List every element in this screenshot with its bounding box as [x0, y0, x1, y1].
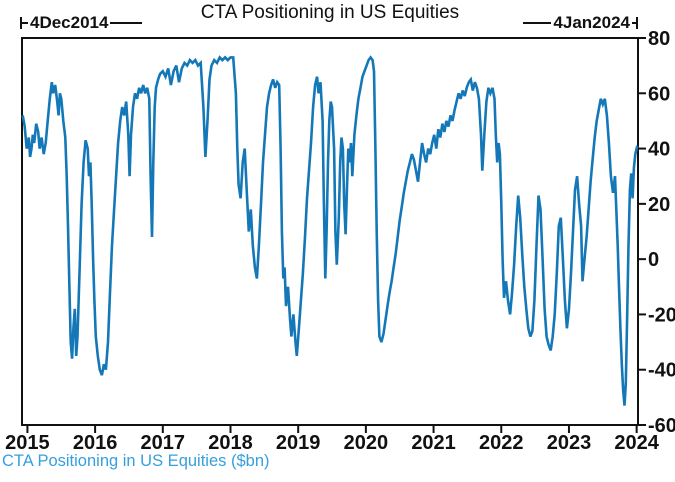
- range-start-annotation: 4Dec2014: [20, 13, 143, 32]
- x-axis-tick-label: 2019: [276, 432, 321, 454]
- y-axis-tick-label: 60: [648, 83, 670, 105]
- x-axis-tick-label: 2024: [614, 432, 659, 454]
- plot-frame: [21, 37, 639, 426]
- y-axis-tick-label: 80: [648, 28, 670, 50]
- range-start-label: 4Dec2014: [30, 13, 109, 32]
- range-start-line-tail: [110, 22, 143, 24]
- range-end-line: [523, 22, 552, 24]
- x-axis-tick-label: 2022: [479, 432, 524, 454]
- y-axis-tick-label: 40: [648, 139, 670, 161]
- y-axis-tick-label: 0: [648, 249, 659, 271]
- y-axis-tick-label: 20: [648, 194, 670, 216]
- x-axis-tick-label: 2020: [344, 432, 389, 454]
- y-axis-tick-label: -20: [648, 304, 675, 326]
- range-end-tick-icon: [636, 17, 638, 29]
- x-axis-tick-label: 2016: [73, 432, 118, 454]
- range-end-label: 4Jan2024: [553, 13, 630, 32]
- x-axis-tick-label: 2021: [411, 432, 456, 454]
- chart-caption: CTA Positioning in US Equities ($bn): [2, 452, 270, 470]
- range-end-annotation: 4Jan2024: [523, 14, 638, 32]
- chart-title: CTA Positioning in US Equities: [200, 2, 460, 23]
- range-start-tick-icon: [20, 17, 22, 29]
- x-axis-tick-label: 2017: [141, 432, 186, 454]
- range-end-line-tail: [632, 22, 636, 24]
- x-axis-tick-label: 2018: [208, 432, 253, 454]
- y-axis-tick-label: -60: [648, 415, 675, 437]
- y-axis-tick-label: -40: [648, 360, 675, 382]
- x-axis-tick-label: 2015: [5, 432, 50, 454]
- range-start-line: [22, 22, 28, 24]
- cta-positioning-line: [21, 55, 639, 406]
- x-axis-tick-label: 2023: [547, 432, 592, 454]
